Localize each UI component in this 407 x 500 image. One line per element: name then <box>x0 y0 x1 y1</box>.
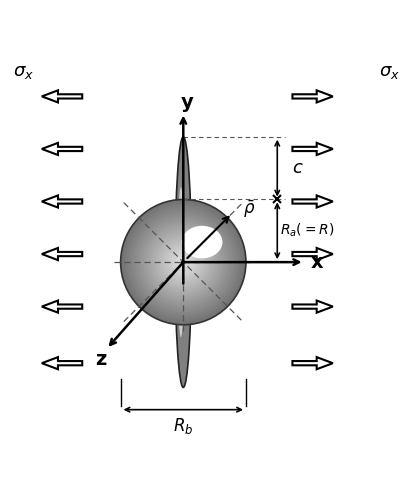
Ellipse shape <box>177 158 190 366</box>
FancyArrow shape <box>292 248 333 260</box>
FancyArrow shape <box>292 300 333 312</box>
Ellipse shape <box>180 210 187 314</box>
Ellipse shape <box>173 252 193 272</box>
FancyArrow shape <box>42 300 82 312</box>
Ellipse shape <box>146 224 221 300</box>
Text: $\sigma_x$: $\sigma_x$ <box>379 63 400 81</box>
Text: c: c <box>293 159 302 177</box>
Ellipse shape <box>178 257 188 267</box>
Text: $\bar{\rho}$: $\bar{\rho}$ <box>243 198 256 220</box>
Ellipse shape <box>181 231 185 294</box>
FancyArrow shape <box>42 143 82 155</box>
FancyArrow shape <box>42 90 82 102</box>
Ellipse shape <box>148 227 219 297</box>
Ellipse shape <box>181 220 186 304</box>
Text: z: z <box>95 350 106 368</box>
Ellipse shape <box>136 214 231 310</box>
Ellipse shape <box>175 137 191 388</box>
Ellipse shape <box>166 244 201 280</box>
Ellipse shape <box>171 250 196 274</box>
Ellipse shape <box>182 226 223 258</box>
Ellipse shape <box>153 232 213 292</box>
Text: $\sigma_x$: $\sigma_x$ <box>13 63 34 81</box>
FancyArrow shape <box>42 196 82 207</box>
Ellipse shape <box>133 212 233 312</box>
Ellipse shape <box>123 202 243 322</box>
FancyArrow shape <box>42 357 82 369</box>
FancyArrow shape <box>292 90 333 102</box>
FancyArrow shape <box>292 143 333 155</box>
Ellipse shape <box>143 222 223 302</box>
Ellipse shape <box>128 207 239 318</box>
Ellipse shape <box>161 240 206 284</box>
FancyArrow shape <box>292 196 333 207</box>
Ellipse shape <box>138 217 228 307</box>
Ellipse shape <box>126 204 241 320</box>
Ellipse shape <box>178 178 189 346</box>
Text: y: y <box>181 93 194 112</box>
Ellipse shape <box>163 242 204 282</box>
Ellipse shape <box>156 234 211 290</box>
Ellipse shape <box>181 260 186 264</box>
Text: $R_b$: $R_b$ <box>173 416 193 436</box>
FancyArrow shape <box>292 357 333 369</box>
Ellipse shape <box>151 230 216 294</box>
Ellipse shape <box>158 237 208 287</box>
Ellipse shape <box>179 200 187 325</box>
Ellipse shape <box>141 220 226 304</box>
Text: $R_a(=R)$: $R_a(=R)$ <box>280 222 335 240</box>
FancyArrow shape <box>42 248 82 260</box>
Ellipse shape <box>120 200 246 325</box>
Text: x: x <box>311 252 323 272</box>
Ellipse shape <box>168 247 198 277</box>
Ellipse shape <box>183 252 184 272</box>
Ellipse shape <box>176 148 191 377</box>
Ellipse shape <box>177 168 189 356</box>
Ellipse shape <box>182 241 185 283</box>
Ellipse shape <box>175 137 191 388</box>
Ellipse shape <box>131 210 236 315</box>
Ellipse shape <box>176 254 191 270</box>
Ellipse shape <box>179 189 188 335</box>
Ellipse shape <box>177 187 184 338</box>
